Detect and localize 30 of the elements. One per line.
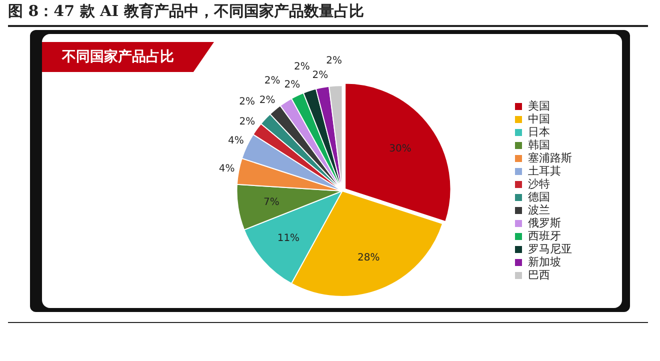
data-label: 4% [228, 136, 244, 147]
legend-label: 德国 [528, 190, 550, 204]
data-label: 7% [263, 196, 280, 208]
data-label: 4% [218, 164, 235, 175]
data-label: 2% [239, 96, 256, 108]
legend-label: 美国 [528, 99, 550, 112]
legend-label: 俄罗斯 [528, 216, 561, 230]
data-label: 2% [312, 70, 328, 82]
data-label: 2% [294, 61, 310, 72]
legend-label: 韩国 [528, 138, 550, 152]
data-label: 2% [264, 75, 280, 86]
data-label: 30% [389, 143, 412, 154]
legend-label: 日本 [528, 125, 550, 138]
data-label: 2% [259, 95, 276, 106]
data-label: 2% [326, 55, 342, 66]
data-label: 2% [284, 79, 300, 90]
legend-label: 塞浦路斯 [528, 151, 572, 164]
legend-label: 土耳其 [528, 164, 561, 178]
legend-label: 罗马尼亚 [528, 242, 572, 256]
data-label: 11% [277, 233, 300, 244]
legend-label: 新加坡 [528, 255, 561, 268]
legend-label: 中国 [528, 112, 550, 126]
data-label: 28% [358, 252, 380, 264]
legend-label: 沙特 [528, 177, 550, 190]
legend-label: 西班牙 [528, 229, 561, 242]
chart-subtitle: 不同国家产品占比 [42, 42, 214, 72]
chart-title: 图 8：47 款 AI 教育产品中，不同国家产品数量占比 [8, 2, 364, 21]
data-label: 2% [239, 116, 256, 128]
legend-label: 波兰 [528, 203, 550, 216]
legend-label: 巴西 [528, 268, 550, 282]
